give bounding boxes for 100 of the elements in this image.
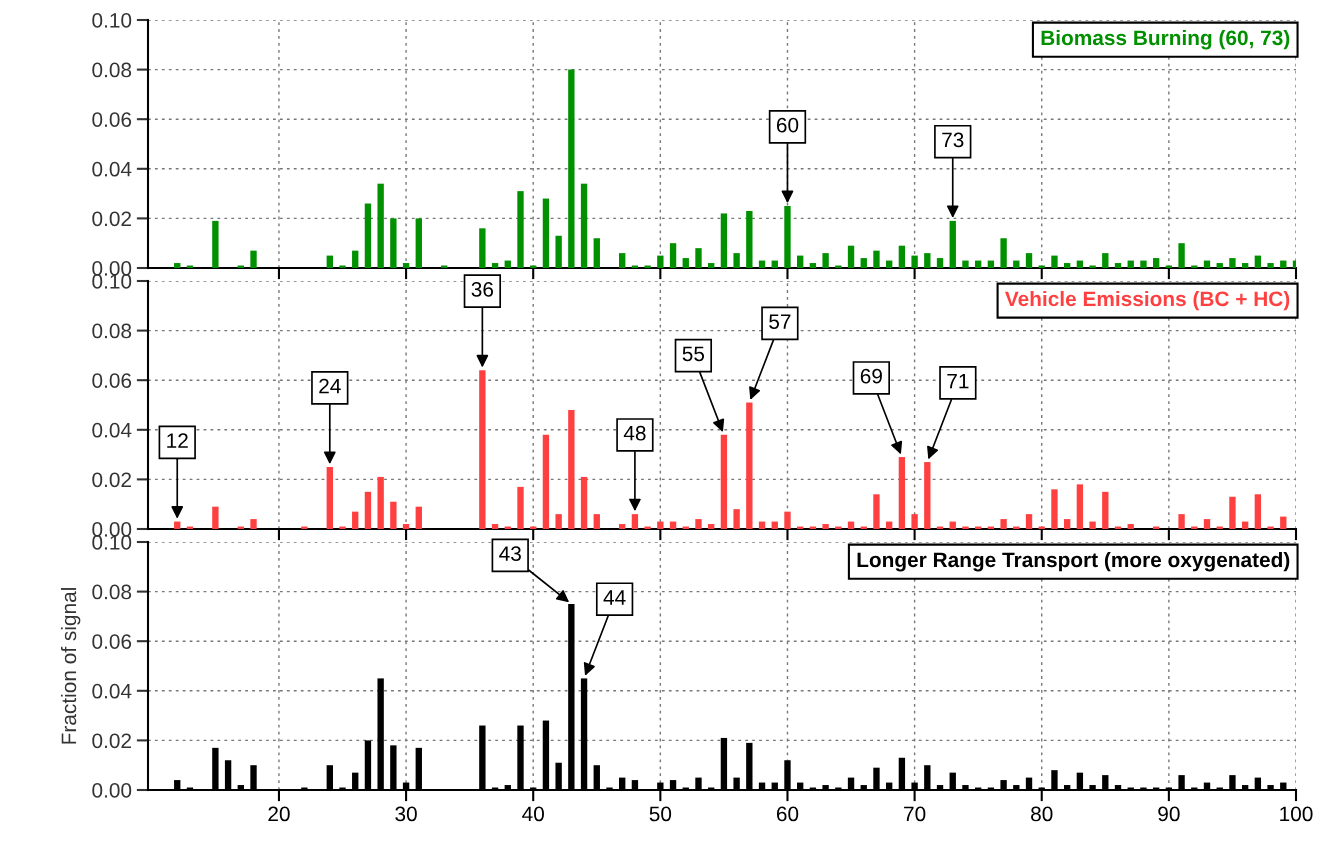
bar <box>1089 521 1096 529</box>
bar <box>542 434 550 529</box>
bar <box>708 524 715 529</box>
bar <box>364 491 372 529</box>
bar <box>924 253 931 268</box>
y-tick-label: 0.04 <box>92 683 132 699</box>
bar <box>1114 263 1122 268</box>
bar <box>873 250 880 268</box>
bar <box>1051 489 1058 529</box>
bar <box>250 250 257 268</box>
bar <box>733 253 740 268</box>
bar <box>1152 258 1160 268</box>
bar <box>1000 519 1007 529</box>
bar <box>936 258 944 268</box>
bar <box>479 228 486 268</box>
y-tick-label: 0.02 <box>92 211 131 227</box>
annotation: 57 <box>769 314 791 329</box>
y-tick-label: 0.02 <box>92 733 131 749</box>
y-tick-label: 0.04 <box>92 422 132 438</box>
y-tick-label: 0.06 <box>92 112 132 127</box>
x-tick-label: 80 <box>1031 806 1053 822</box>
x-tick-label: 100 <box>1280 806 1313 822</box>
x-tick-label: 20 <box>268 806 290 822</box>
annotation: 71 <box>947 373 969 389</box>
x-tick-label: 30 <box>395 806 417 822</box>
bar <box>326 255 333 268</box>
annotation: 36 <box>471 281 494 297</box>
bar <box>822 524 829 529</box>
bar <box>402 524 410 529</box>
bar <box>491 524 499 529</box>
bar <box>720 213 728 268</box>
bar <box>326 467 333 529</box>
bar <box>784 511 791 529</box>
bar <box>708 263 715 268</box>
bar <box>809 263 817 268</box>
annotation: 55 <box>682 346 705 362</box>
y-tick-label: 0.02 <box>92 472 131 488</box>
bar <box>657 521 664 529</box>
annotation: 12 <box>167 433 188 448</box>
bar <box>415 218 422 268</box>
bar <box>1102 491 1109 529</box>
x-tick-label: 40 <box>522 806 544 822</box>
bar <box>682 258 689 268</box>
bar <box>1076 484 1084 529</box>
bar <box>212 220 219 268</box>
bar <box>911 514 918 529</box>
bar <box>402 263 410 268</box>
bar <box>911 255 918 268</box>
bar <box>352 250 359 268</box>
y-tick-label: 0.00 <box>92 783 132 798</box>
bar <box>542 198 550 268</box>
bar <box>1000 238 1007 268</box>
bar <box>593 238 600 268</box>
bar <box>746 210 753 268</box>
annotation: 69 <box>860 368 882 384</box>
bar <box>479 370 486 529</box>
chart-title: Longer Range Transport (more oxygenated) <box>857 551 1290 572</box>
annotation: 24 <box>319 378 341 394</box>
y-axis-title: Fraction of signal <box>60 588 81 744</box>
bar <box>1178 243 1185 268</box>
y-tick-label: 0.08 <box>92 62 132 78</box>
bar <box>568 69 575 268</box>
bar <box>1229 496 1236 529</box>
bar <box>1178 514 1185 529</box>
bar <box>555 235 562 268</box>
chart-title: Biomass Burning (60, 73) <box>1041 29 1290 50</box>
bar <box>580 476 588 529</box>
bar <box>619 524 626 529</box>
bar <box>898 457 906 529</box>
bar <box>1063 263 1071 268</box>
y-tick-label: 0.08 <box>92 323 132 339</box>
annotation: 60 <box>776 117 799 133</box>
x-tick-label: 70 <box>904 806 926 822</box>
bar <box>174 263 181 268</box>
bar <box>1063 519 1071 529</box>
bar <box>669 243 677 268</box>
y-tick-label: 0.06 <box>92 634 132 649</box>
bar <box>1127 524 1134 529</box>
bar <box>619 253 626 268</box>
bar <box>657 255 664 268</box>
bar <box>580 183 588 268</box>
bar <box>847 245 855 268</box>
bar <box>949 220 956 268</box>
bar <box>415 506 422 529</box>
bar <box>1229 258 1236 268</box>
bar <box>352 511 359 529</box>
bar <box>695 248 702 268</box>
y-tick-label: 0.10 <box>92 274 132 289</box>
x-tick-label: 50 <box>649 806 672 822</box>
bar <box>364 203 372 268</box>
annotation: 48 <box>623 425 646 441</box>
bar <box>568 409 575 529</box>
y-tick-label: 0.10 <box>92 13 132 28</box>
bar <box>1140 260 1147 268</box>
bar <box>733 509 740 529</box>
bar <box>390 501 397 529</box>
bar <box>797 255 804 268</box>
bar <box>1280 516 1287 529</box>
bar <box>1241 263 1249 268</box>
bar <box>593 514 600 529</box>
